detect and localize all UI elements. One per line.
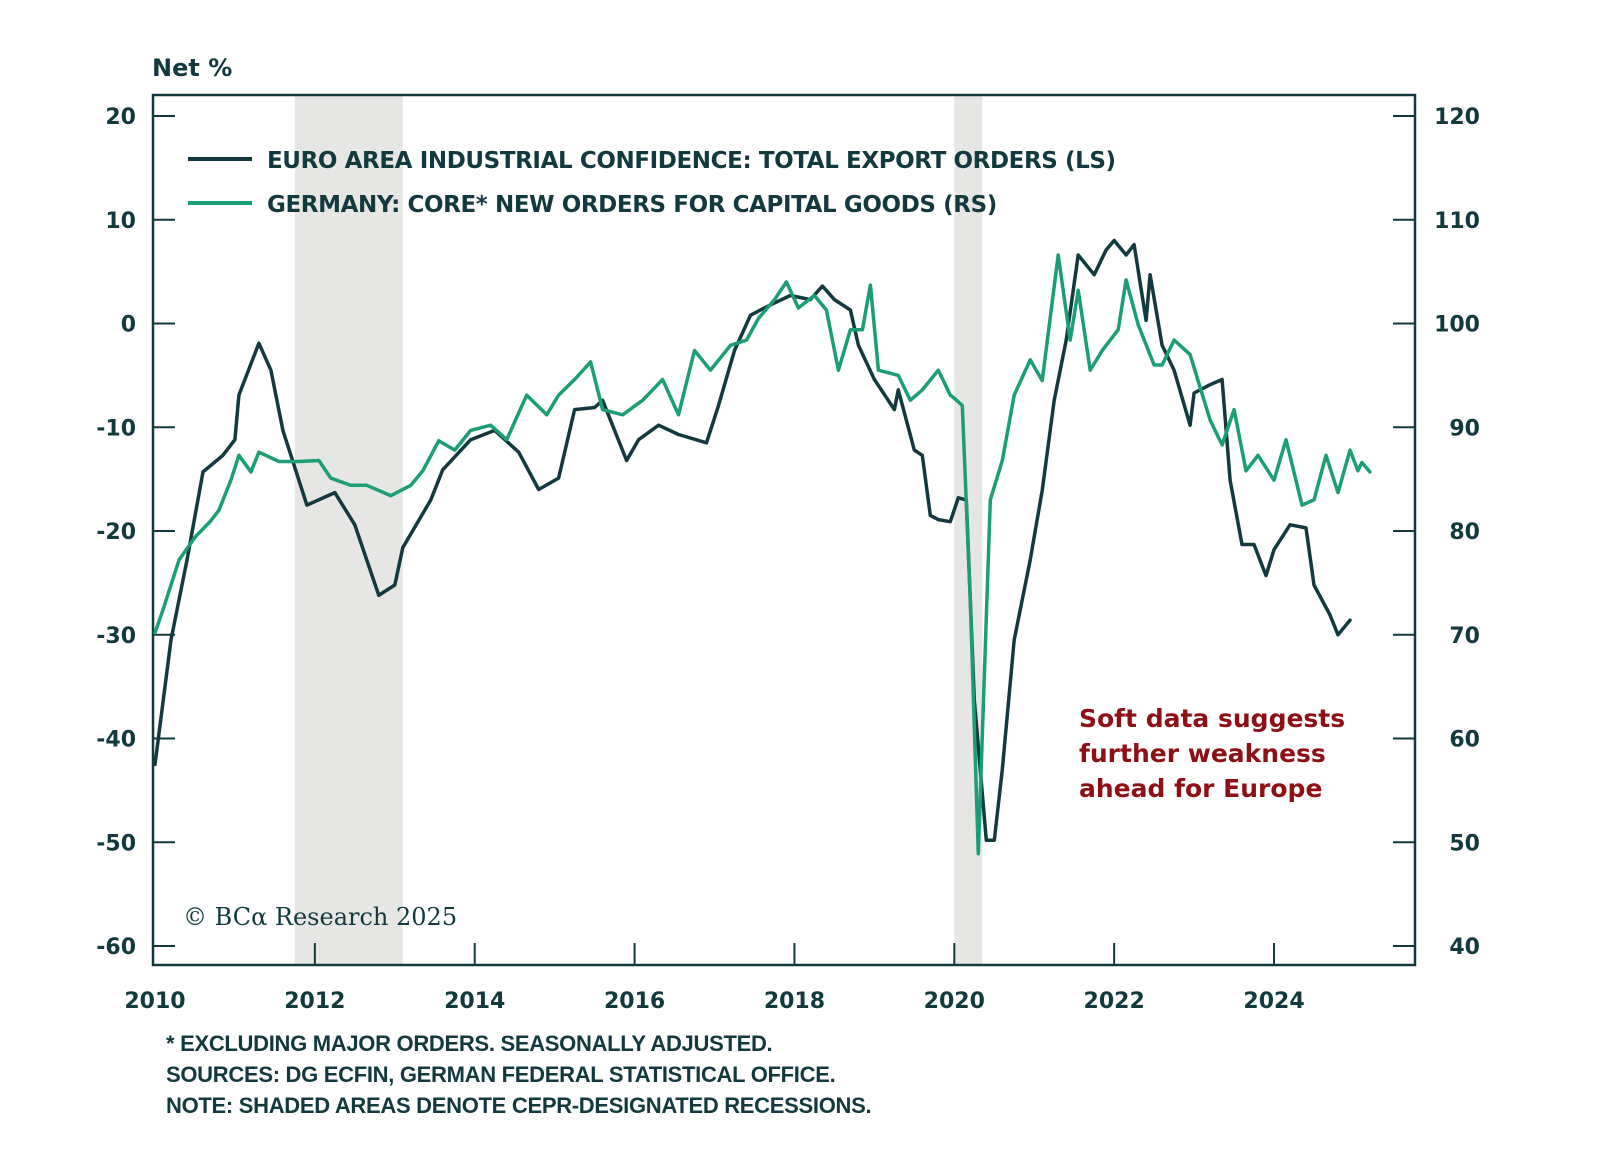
footnote-note: NOTE: SHADED AREAS DENOTE CEPR-DESIGNATE… (166, 1093, 872, 1118)
right-axis-tick-label: 40 (1449, 935, 1480, 960)
x-axis-tick-label: 2018 (764, 989, 825, 1014)
axis-tick-labels-group: 20100-10-20-30-40-50-6012011010090807060… (96, 105, 1480, 1014)
left-axis-tick-label: 10 (105, 209, 136, 234)
left-axis-tick-label: -20 (96, 520, 136, 545)
right-axis-tick-label: 50 (1449, 831, 1480, 856)
right-axis-tick-label: 80 (1449, 520, 1480, 545)
recession-shading-group (294, 95, 983, 965)
left-axis-tick-label: 0 (121, 313, 136, 338)
left-axis-tick-label: 20 (105, 105, 136, 130)
annotation: Soft data suggests further weakness ahea… (1079, 704, 1345, 803)
x-axis-tick-label: 2020 (924, 989, 985, 1014)
x-axis-tick-label: 2024 (1243, 989, 1304, 1014)
left-axis-tick-label: -60 (96, 935, 136, 960)
left-axis-unit-label: Net % (152, 54, 232, 82)
right-axis-tick-label: 120 (1434, 105, 1480, 130)
right-axis-tick-label: 90 (1449, 416, 1480, 441)
right-axis-tick-label: 70 (1449, 624, 1480, 649)
recession-shade-1 (294, 95, 403, 965)
legend-label-germany: GERMANY: CORE* NEW ORDERS FOR CAPITAL GO… (267, 192, 997, 218)
footnote-excluding-orders: * EXCLUDING MAJOR ORDERS. SEASONALLY ADJ… (166, 1031, 773, 1056)
copyright-text: © BCα Research 2025 (183, 903, 457, 931)
annotation-line-2: further weakness (1079, 739, 1326, 768)
legend-label-euro-area: EURO AREA INDUSTRIAL CONFIDENCE: TOTAL E… (267, 148, 1116, 174)
footnote-sources: SOURCES: DG ECFIN, GERMAN FEDERAL STATIS… (166, 1062, 836, 1087)
x-axis-tick-label: 2022 (1084, 989, 1145, 1014)
series-lines-group (153, 238, 1372, 856)
axis-ticks-group (153, 115, 1415, 965)
series-line-germany-capital-goods-orders (153, 253, 1372, 856)
annotation-line-1: Soft data suggests (1079, 704, 1345, 733)
series-line-euro-area-export-orders (153, 238, 1352, 842)
left-axis-tick-label: -50 (96, 831, 136, 856)
legend: EURO AREA INDUSTRIAL CONFIDENCE: TOTAL E… (188, 148, 1116, 218)
left-axis-tick-label: -40 (96, 728, 136, 753)
x-axis-tick-label: 2012 (284, 989, 345, 1014)
left-axis-tick-label: -10 (96, 416, 136, 441)
right-axis-tick-label: 110 (1434, 209, 1480, 234)
right-axis-tick-label: 100 (1434, 313, 1480, 338)
x-axis-tick-label: 2010 (124, 989, 185, 1014)
left-axis-tick-label: -30 (96, 624, 136, 649)
x-axis-tick-label: 2014 (444, 989, 505, 1014)
x-axis-tick-label: 2016 (604, 989, 665, 1014)
annotation-line-3: ahead for Europe (1079, 774, 1322, 803)
right-axis-tick-label: 60 (1449, 728, 1480, 753)
